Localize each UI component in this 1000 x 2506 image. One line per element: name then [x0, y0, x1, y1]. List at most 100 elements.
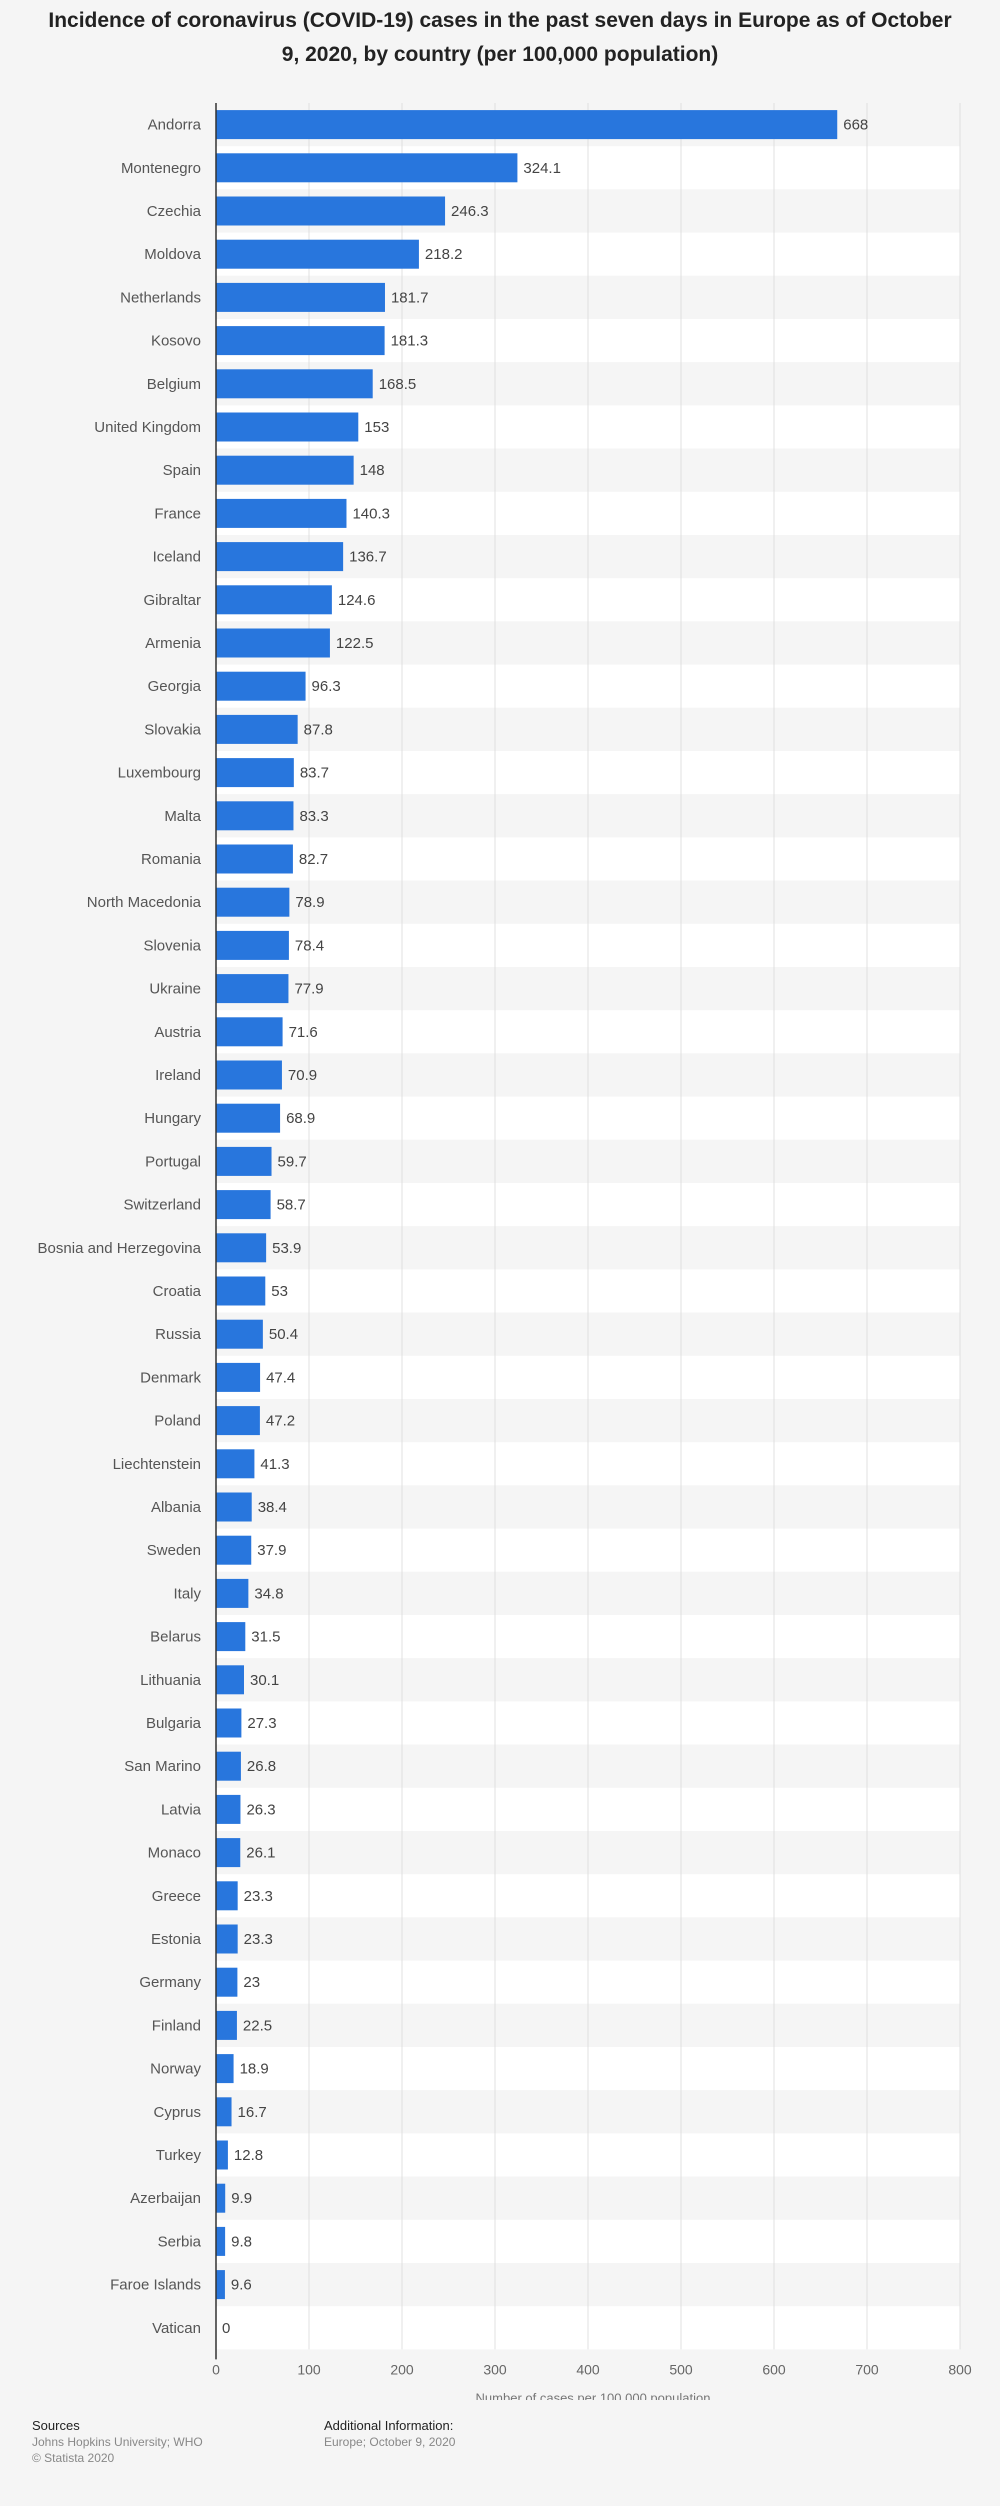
- bar-montenegro: [216, 153, 518, 183]
- category-label: Switzerland: [123, 1197, 201, 1214]
- value-label: 16.7: [238, 2104, 267, 2121]
- bar-turkey: [216, 2140, 228, 2170]
- bar-san-marino: [216, 1751, 241, 1781]
- category-label: Latvia: [161, 1801, 202, 1818]
- value-label: 23.3: [244, 1931, 273, 1948]
- category-label: Moldova: [144, 246, 201, 263]
- copyright-text: © Statista 2020: [32, 2451, 115, 2465]
- category-label: Romania: [141, 851, 202, 868]
- category-label: Poland: [154, 1413, 201, 1430]
- value-label: 31.5: [251, 1629, 280, 1646]
- value-label: 53: [271, 1283, 288, 1300]
- x-tick-label: 0: [212, 2361, 220, 2377]
- bar-portugal: [216, 1146, 272, 1176]
- bar-finland: [216, 2010, 237, 2040]
- category-label: Ukraine: [149, 981, 201, 998]
- value-label: 83.7: [300, 765, 329, 782]
- bar-azerbaijan: [216, 2183, 226, 2213]
- value-label: 9.6: [231, 2277, 252, 2294]
- category-label: Kosovo: [151, 333, 201, 350]
- bar-serbia: [216, 2226, 226, 2256]
- value-label: 58.7: [277, 1197, 306, 1214]
- value-label: 668: [843, 117, 868, 134]
- chart-title: Incidence of coronavirus (COVID-19) case…: [48, 9, 952, 66]
- x-tick-label: 700: [855, 2361, 879, 2377]
- bar-slovakia: [216, 714, 298, 744]
- category-label: Cyprus: [153, 2104, 201, 2121]
- x-tick-label: 600: [762, 2361, 786, 2377]
- category-label: Turkey: [156, 2147, 202, 2164]
- value-label: 9.8: [231, 2233, 252, 2250]
- bar-hungary: [216, 1103, 281, 1133]
- value-label: 38.4: [258, 1499, 287, 1516]
- bar-bosnia-and-herzegovina: [216, 1233, 267, 1263]
- category-label: Armenia: [145, 635, 202, 652]
- sources-block: Sources Johns Hopkins University; WHO © …: [32, 2418, 203, 2466]
- additional-info-label: Additional Information:: [324, 2418, 454, 2433]
- bar-luxembourg: [216, 758, 294, 788]
- bar-ukraine: [216, 974, 289, 1004]
- category-label: Liechtenstein: [113, 1456, 201, 1473]
- x-axis-title: Number of cases per 100,000 population: [476, 2390, 711, 2400]
- value-label: 168.5: [379, 376, 417, 393]
- category-label: Vatican: [152, 2320, 201, 2337]
- category-label: Czechia: [147, 203, 202, 220]
- bar-poland: [216, 1406, 260, 1436]
- bar-monaco: [216, 1838, 241, 1868]
- value-label: 12.8: [234, 2147, 263, 2164]
- x-tick-label: 400: [576, 2361, 600, 2377]
- category-label: Bosnia and Herzegovina: [38, 1240, 202, 1257]
- bar-faroe-islands: [216, 2270, 225, 2300]
- value-label: 136.7: [349, 549, 387, 566]
- bar-gibraltar: [216, 585, 332, 615]
- value-label: 82.7: [299, 851, 328, 868]
- category-label: Spain: [163, 462, 201, 479]
- value-label: 27.3: [247, 1715, 276, 1732]
- category-label: Netherlands: [120, 289, 201, 306]
- category-label: Finland: [152, 2017, 201, 2034]
- category-label: Faroe Islands: [110, 2277, 201, 2294]
- value-label: 246.3: [451, 203, 489, 220]
- value-label: 181.3: [391, 333, 429, 350]
- category-label: Croatia: [153, 1283, 202, 1300]
- bar-armenia: [216, 628, 330, 658]
- value-label: 47.4: [266, 1369, 295, 1386]
- category-label: Azerbaijan: [130, 2190, 201, 2207]
- category-label: Germany: [139, 1974, 201, 1991]
- bar-norway: [216, 2054, 234, 2084]
- category-label: Georgia: [148, 678, 202, 695]
- x-tick-label: 500: [669, 2361, 693, 2377]
- category-label: Hungary: [144, 1110, 201, 1127]
- category-label: Estonia: [151, 1931, 202, 1948]
- bar-germany: [216, 1967, 238, 1997]
- value-label: 78.4: [295, 937, 324, 954]
- category-label: Austria: [154, 1024, 201, 1041]
- category-label: Greece: [152, 1888, 201, 1905]
- category-label: Iceland: [153, 549, 201, 566]
- bar-croatia: [216, 1276, 266, 1306]
- category-label: Belgium: [147, 376, 201, 393]
- value-label: 47.2: [266, 1413, 295, 1430]
- category-label: Bulgaria: [146, 1715, 202, 1732]
- category-label: Lithuania: [140, 1672, 202, 1689]
- bar-estonia: [216, 1924, 238, 1954]
- bar-czechia: [216, 196, 446, 226]
- value-label: 218.2: [425, 246, 463, 263]
- category-label: Sweden: [147, 1542, 201, 1559]
- bar-italy: [216, 1578, 249, 1608]
- bar-moldova: [216, 239, 419, 269]
- x-tick-label: 100: [297, 2361, 321, 2377]
- category-label: Albania: [151, 1499, 202, 1516]
- bar-cyprus: [216, 2097, 232, 2127]
- category-label: Andorra: [148, 117, 202, 134]
- bar-united-kingdom: [216, 412, 359, 442]
- x-tick-label: 800: [948, 2361, 972, 2377]
- bar-romania: [216, 844, 293, 874]
- bar-bulgaria: [216, 1708, 242, 1738]
- category-label: Slovakia: [144, 721, 201, 738]
- value-label: 70.9: [288, 1067, 317, 1084]
- category-label: United Kingdom: [94, 419, 201, 436]
- bar-netherlands: [216, 282, 385, 312]
- value-label: 122.5: [336, 635, 374, 652]
- category-label: Ireland: [155, 1067, 201, 1084]
